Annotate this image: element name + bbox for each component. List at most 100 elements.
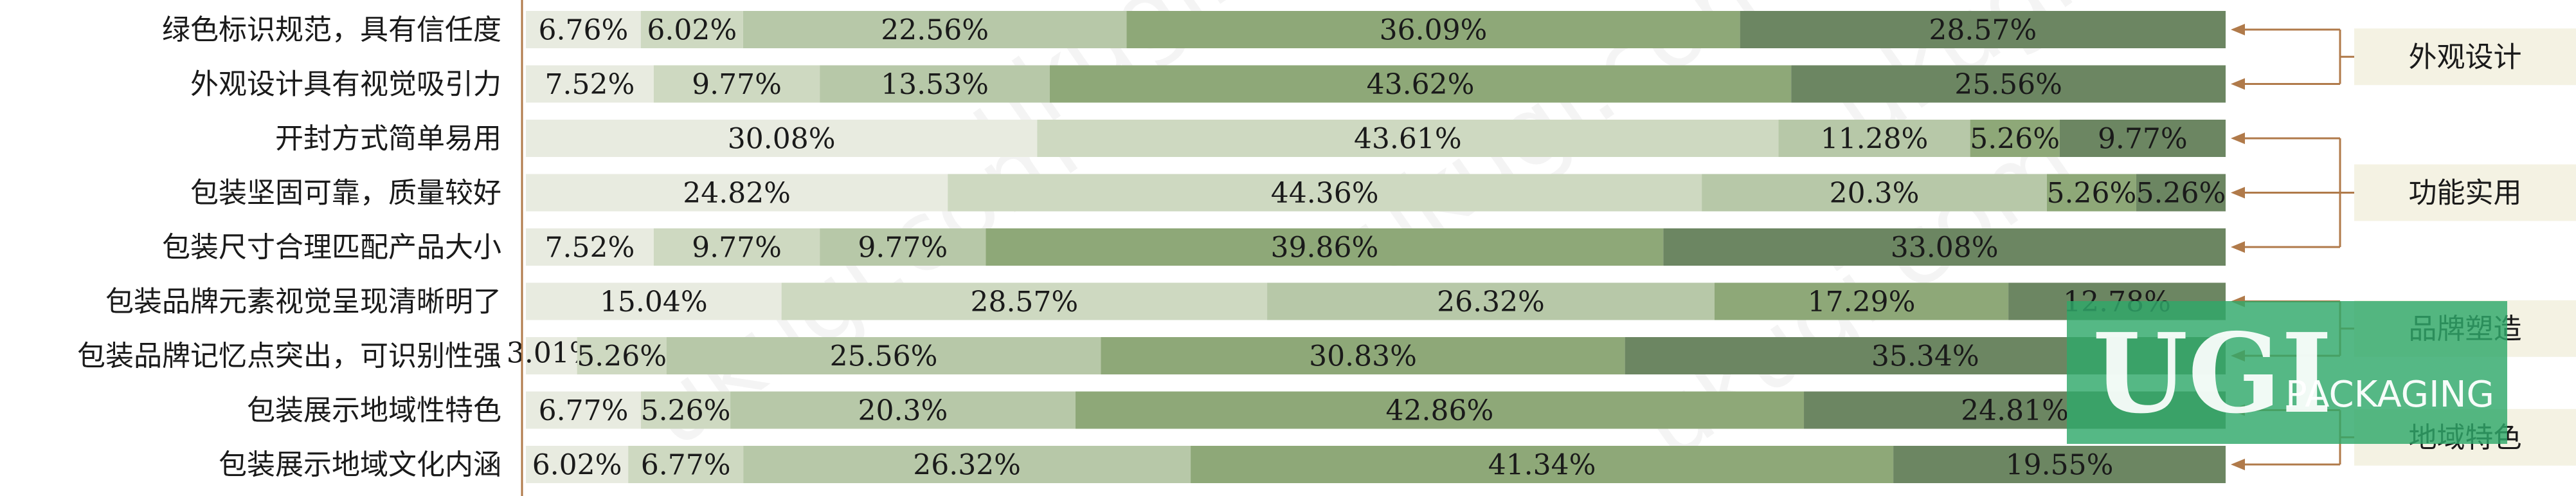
data-label: 11.28%: [1821, 122, 1929, 155]
bar-segment: [653, 228, 820, 266]
data-label: 5.26%: [577, 340, 667, 372]
data-label: 22.56%: [881, 14, 989, 46]
bar-segment: [526, 391, 641, 429]
data-label: 9.77%: [692, 231, 782, 264]
bar-segment: [1663, 228, 2226, 266]
logo-plate: [2067, 301, 2507, 444]
bar-segment: [526, 337, 577, 374]
group-label: 功能实用: [2409, 177, 2522, 210]
category-label: 包装品牌记忆点突出，可识别性强: [77, 340, 501, 372]
data-label: 35.34%: [1871, 340, 1979, 372]
data-label: 6.77%: [539, 394, 629, 427]
bar-segment: [730, 391, 1076, 429]
data-label: 24.81%: [1961, 394, 2069, 427]
arrow-head-icon: [2231, 24, 2245, 35]
arrow-head-icon: [2231, 133, 2245, 144]
bar-segment: [1126, 11, 1740, 48]
data-label: 20.3%: [1830, 177, 1920, 210]
bar-segment: [743, 11, 1127, 48]
data-label: 5.26%: [2136, 177, 2226, 210]
data-label: 30.83%: [1309, 340, 1417, 372]
data-label: 6.02%: [647, 14, 737, 46]
data-label: 41.34%: [1488, 448, 1596, 481]
arrow-head-icon: [2231, 187, 2245, 199]
group-label: 外观设计: [2409, 41, 2522, 73]
category-label: 包装展示地域文化内涵: [219, 448, 501, 481]
bar-row: 15.04%28.57%26.32%17.29%12.78%: [526, 282, 2226, 320]
bar-segment: [526, 282, 782, 320]
row-labels: 绿色标识规范，具有信任度外观设计具有视觉吸引力开封方式简单易用包装坚固可靠，质量…: [77, 14, 501, 481]
data-label: 15.04%: [600, 286, 708, 318]
group-bracket: 外观设计: [2231, 24, 2576, 90]
bar-segment: [1075, 391, 1805, 429]
bar-row: 30.08% 43.61% 11.28% 5.26% 9.77%: [526, 120, 2226, 157]
bar-segment: [820, 228, 986, 266]
category-label: 绿色标识规范，具有信任度: [162, 14, 501, 46]
bar-segment: [2046, 174, 2136, 212]
data-label: 25.56%: [830, 340, 938, 372]
arrow-head-icon: [2231, 241, 2245, 253]
bar-row: 7.52% 9.77% 9.77% 39.86% 33.08%: [526, 228, 2226, 266]
bar-segment: [628, 446, 744, 483]
bar-segment: [526, 228, 654, 266]
bar-segment: [1714, 282, 2009, 320]
data-label: 5.26%: [641, 394, 731, 427]
data-label: 19.55%: [2006, 448, 2114, 481]
bar-segment: [526, 120, 1038, 157]
bar-segment: [1191, 446, 1894, 483]
group-bracket: 功能实用: [2231, 133, 2576, 253]
category-label: 包装展示地域性特色: [247, 394, 501, 427]
data-label: 5.26%: [2046, 177, 2136, 210]
data-label: 17.29%: [1808, 286, 1916, 318]
bar-segment: [1778, 120, 1970, 157]
data-label: 9.77%: [692, 68, 782, 101]
data-label: 26.32%: [913, 448, 1021, 481]
data-label: 6.77%: [641, 448, 731, 481]
group-label-box: [2354, 164, 2576, 221]
data-label: 44.36%: [1271, 177, 1379, 210]
bar-segment: [1791, 65, 2226, 103]
arrow-head-icon: [2231, 78, 2245, 90]
category-label: 包装坚固可靠，质量较好: [190, 177, 501, 210]
data-label: 5.26%: [1970, 122, 2060, 155]
data-label: 42.86%: [1386, 394, 1494, 427]
bar-segment: [526, 65, 654, 103]
data-label: 33.08%: [1891, 231, 1999, 264]
data-label: 36.09%: [1380, 14, 1488, 46]
data-label: 9.77%: [858, 231, 948, 264]
data-label: 20.3%: [858, 394, 948, 427]
bar-segment: [1101, 337, 1625, 374]
data-label: 6.76%: [538, 14, 628, 46]
data-label: 26.32%: [1437, 286, 1545, 318]
bar-segment: [1893, 446, 2226, 483]
bar-segment: [526, 11, 641, 48]
bar-row: 6.02% 6.77% 26.32% 41.34% 19.55%: [526, 446, 2226, 483]
logo-text: UGI: [2093, 309, 2332, 438]
data-label: 43.61%: [1354, 122, 1462, 155]
bar-segment: [743, 446, 1191, 483]
bar-segment: [1740, 11, 2226, 48]
data-label: 25.56%: [1954, 68, 2062, 101]
data-label: 39.86%: [1271, 231, 1379, 264]
bar-row: 24.82% 44.36% 20.3% 5.26% 5.26%: [526, 174, 2226, 212]
data-label: 28.57%: [970, 286, 1078, 318]
bar-segment: [577, 337, 667, 374]
bar-segment: [1049, 65, 1792, 103]
data-label: 24.82%: [683, 177, 791, 210]
logo-subtext: PACKAGING: [2285, 374, 2494, 416]
bar-row: 6.76% 6.02% 22.56% 36.09% 28.57%: [526, 11, 2226, 48]
bar-segment: [2136, 174, 2226, 212]
bar-segment: [640, 11, 743, 48]
bar-segment: [781, 282, 1268, 320]
data-label: 7.52%: [545, 68, 635, 101]
data-label: 9.77%: [2098, 122, 2188, 155]
bar-segment: [2059, 120, 2226, 157]
bar-segment: [1970, 120, 2060, 157]
bar-row: 7.52% 9.77% 13.53% 43.62% 25.56%: [526, 65, 2226, 103]
bar-segment: [986, 228, 1664, 266]
data-label: 43.62%: [1367, 68, 1475, 101]
data-label: 13.53%: [881, 68, 989, 101]
data-label: 28.57%: [1929, 14, 2037, 46]
